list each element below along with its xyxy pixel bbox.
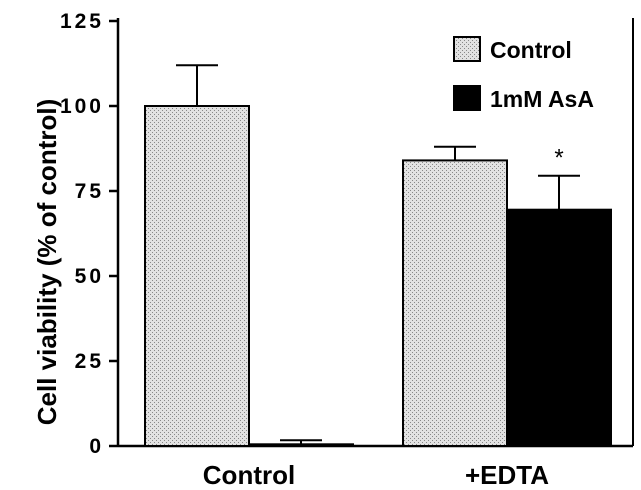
legend-label: Control xyxy=(490,37,572,63)
legend-label: 1mM AsA xyxy=(490,86,594,112)
bar xyxy=(144,105,250,447)
axes: 0 25 50 75 100 125 Control +EDTA xyxy=(60,10,633,490)
bars: * xyxy=(144,64,612,447)
bar xyxy=(506,208,612,447)
y-tick-label: 25 xyxy=(75,350,104,373)
y-tick-label: 50 xyxy=(75,265,104,288)
legend-swatch xyxy=(453,36,481,62)
y-tick-label: 75 xyxy=(75,180,104,203)
y-tick-label: 0 xyxy=(89,435,104,458)
legend-swatch xyxy=(453,85,481,111)
bar xyxy=(402,159,508,447)
y-axis-label: Cell viability (% of control) xyxy=(32,99,62,425)
y-tick-label: 125 xyxy=(60,10,104,33)
bar xyxy=(248,443,354,447)
y-tick-label: 100 xyxy=(60,95,104,118)
legend: Control 1mM AsA xyxy=(453,36,594,112)
significance-asterisk: * xyxy=(554,145,563,172)
x-tick-label: Control xyxy=(203,460,295,490)
x-tick-label: +EDTA xyxy=(465,460,549,490)
